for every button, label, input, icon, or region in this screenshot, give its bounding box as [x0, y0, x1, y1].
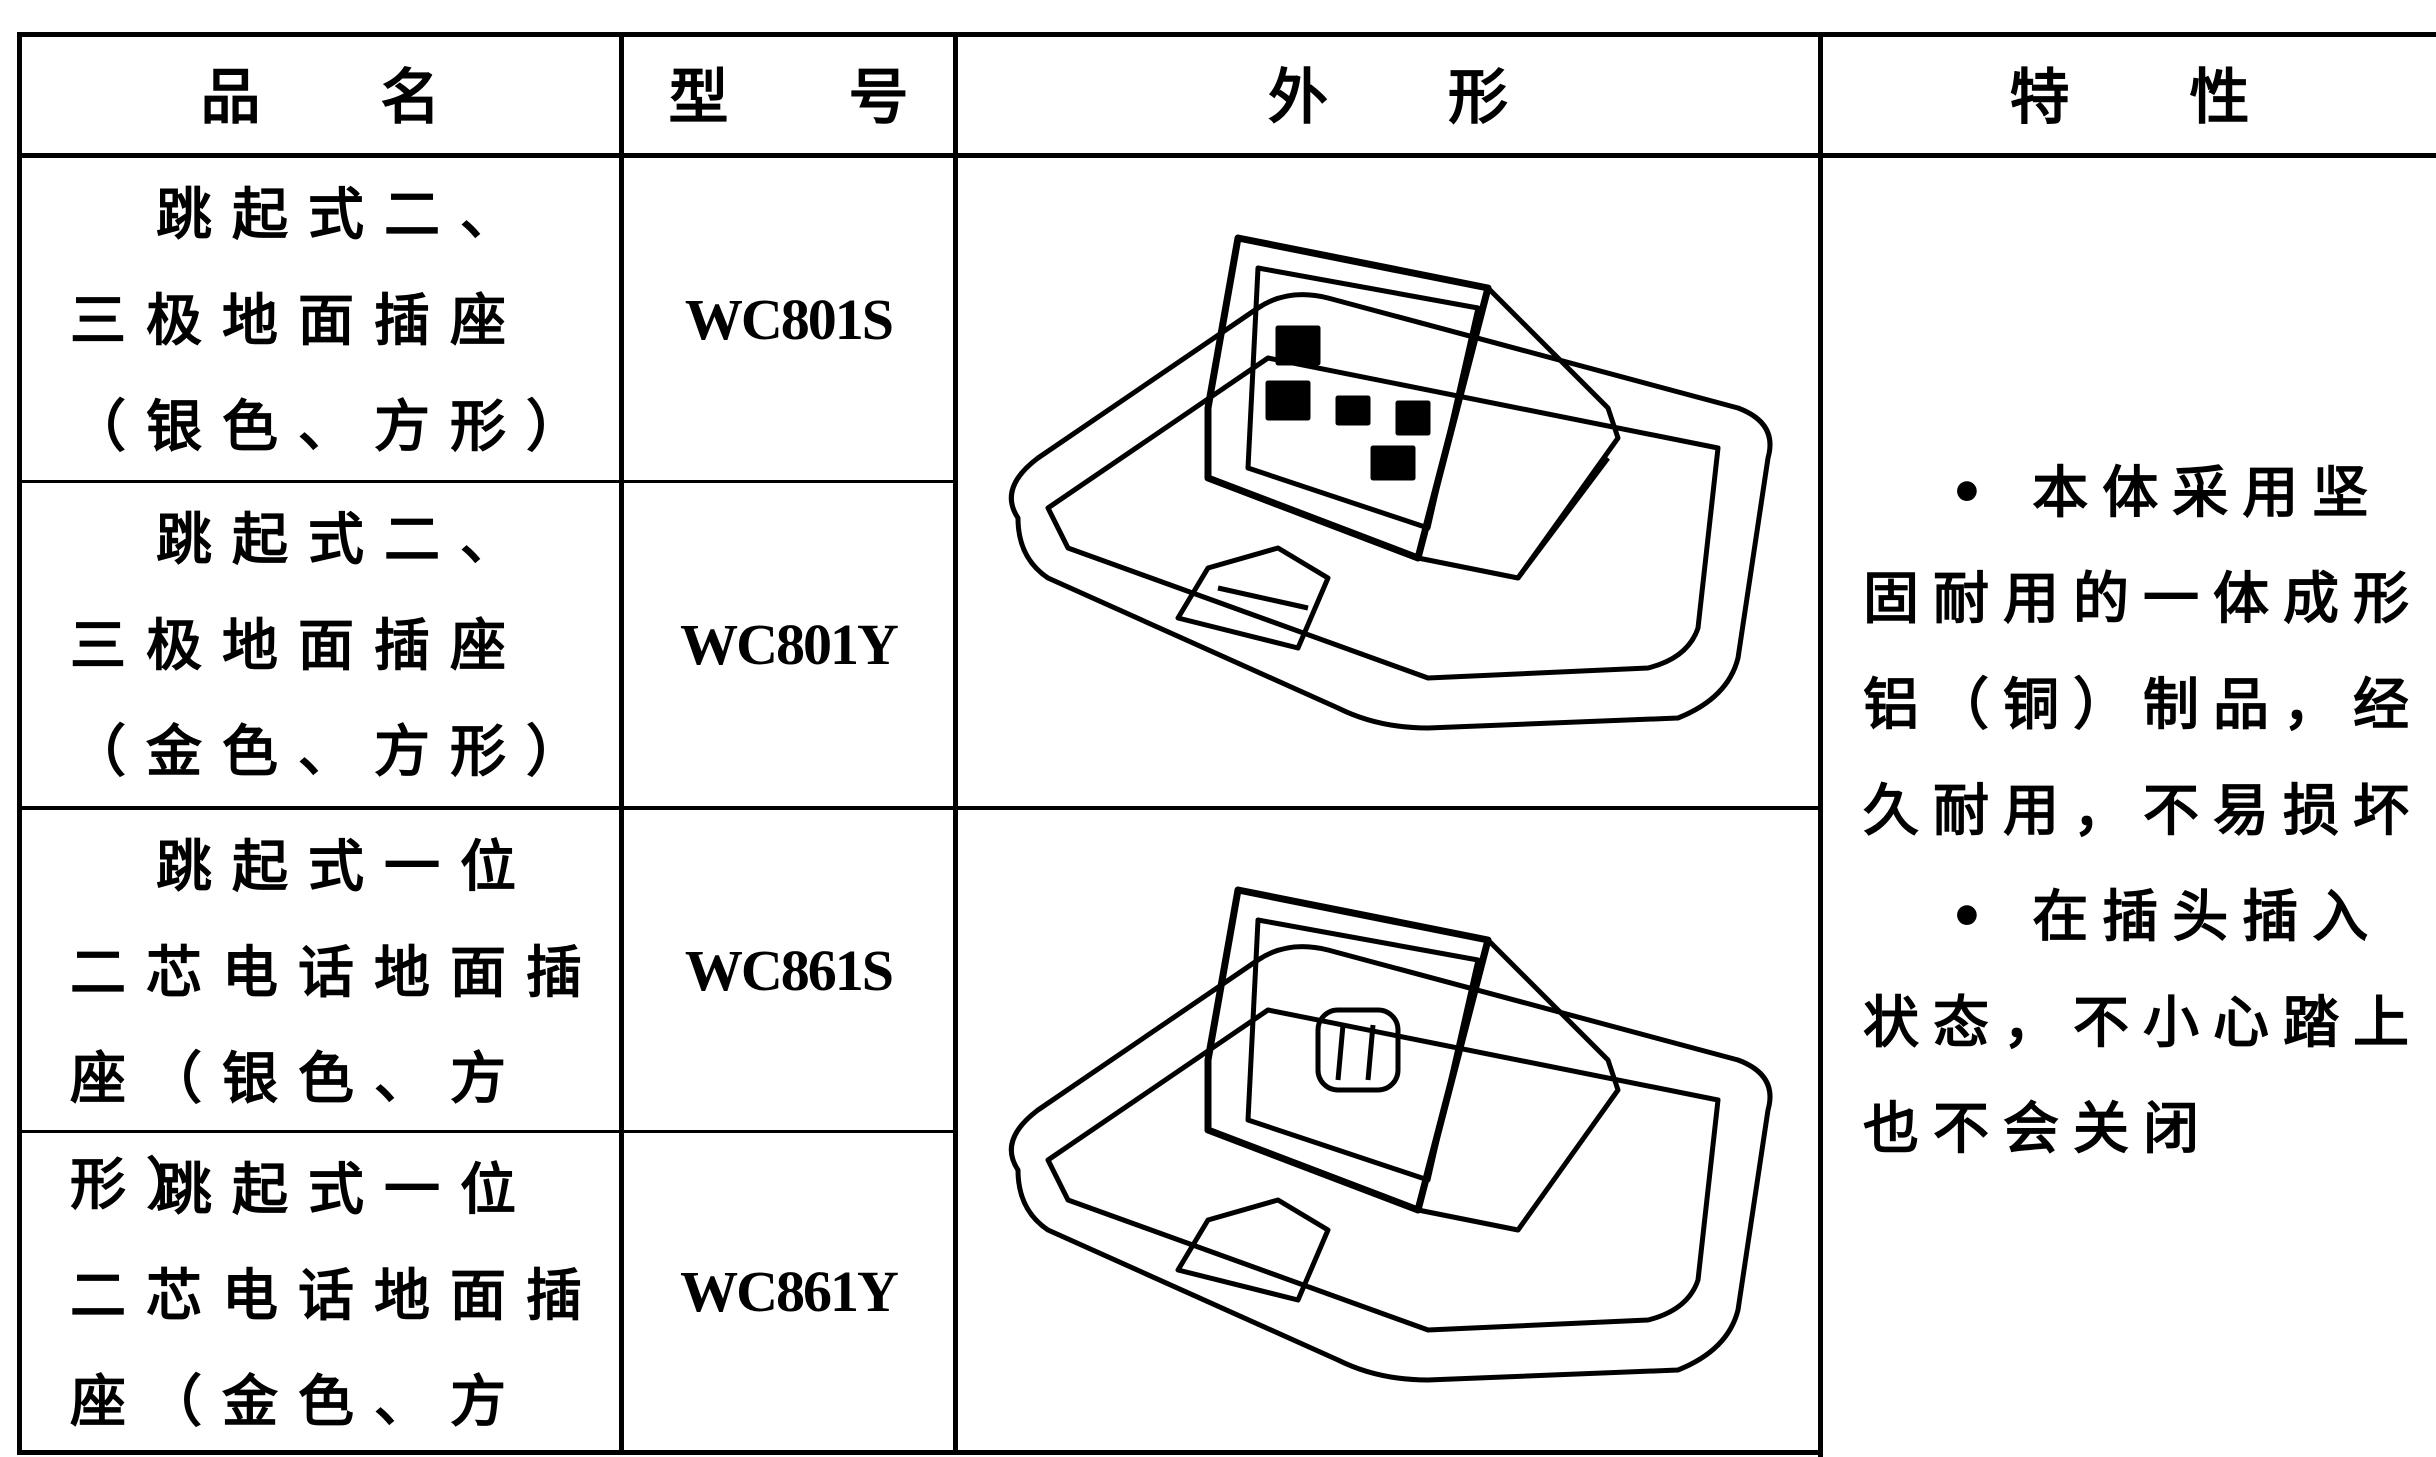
features: • 本体采用坚固耐用的一体成形铝（铜）制品，经久耐用，不易损坏 • 在插头插入状… — [1823, 440, 2436, 1180]
product-name: 跳起式二、三极地面插座（金色、方形） — [70, 507, 602, 785]
rule — [19, 32, 2436, 37]
rule — [19, 1130, 955, 1133]
header-cell: 型 号 — [668, 63, 909, 133]
product-name: 跳起式一位二芯电话地面插座（金色、方形） — [70, 1157, 602, 1435]
rule — [17, 32, 22, 1455]
rule — [619, 32, 624, 1455]
rule — [19, 806, 1820, 810]
product-name: 跳起式一位二芯电话地面插座（银色、方形） — [70, 834, 602, 1218]
feature-text: • 在插头插入状态，不小心踏上也不会关闭 — [1863, 884, 2423, 1162]
socket-illustration — [1008, 234, 1773, 731]
header-cell: 品 名 — [200, 63, 441, 133]
rule — [19, 480, 955, 483]
rule — [953, 32, 958, 1455]
header-cell: 外 形 — [1268, 63, 1508, 133]
header-cell: 特 性 — [2009, 63, 2250, 133]
socket-illustration — [1008, 886, 1773, 1383]
product-model: WC861Y — [680, 1259, 899, 1324]
product-name: 跳起式二、三极地面插座（银色、方形） — [70, 182, 602, 460]
feature-text: • 本体采用坚固耐用的一体成形铝（铜）制品，经久耐用，不易损坏 — [1863, 460, 2423, 844]
rule — [1818, 32, 1823, 1457]
rule — [19, 1450, 1819, 1455]
product-model: WC801S — [684, 286, 894, 352]
product-model: WC861S — [684, 937, 894, 1003]
product-model: WC801Y — [680, 612, 899, 677]
rule — [19, 153, 2436, 158]
